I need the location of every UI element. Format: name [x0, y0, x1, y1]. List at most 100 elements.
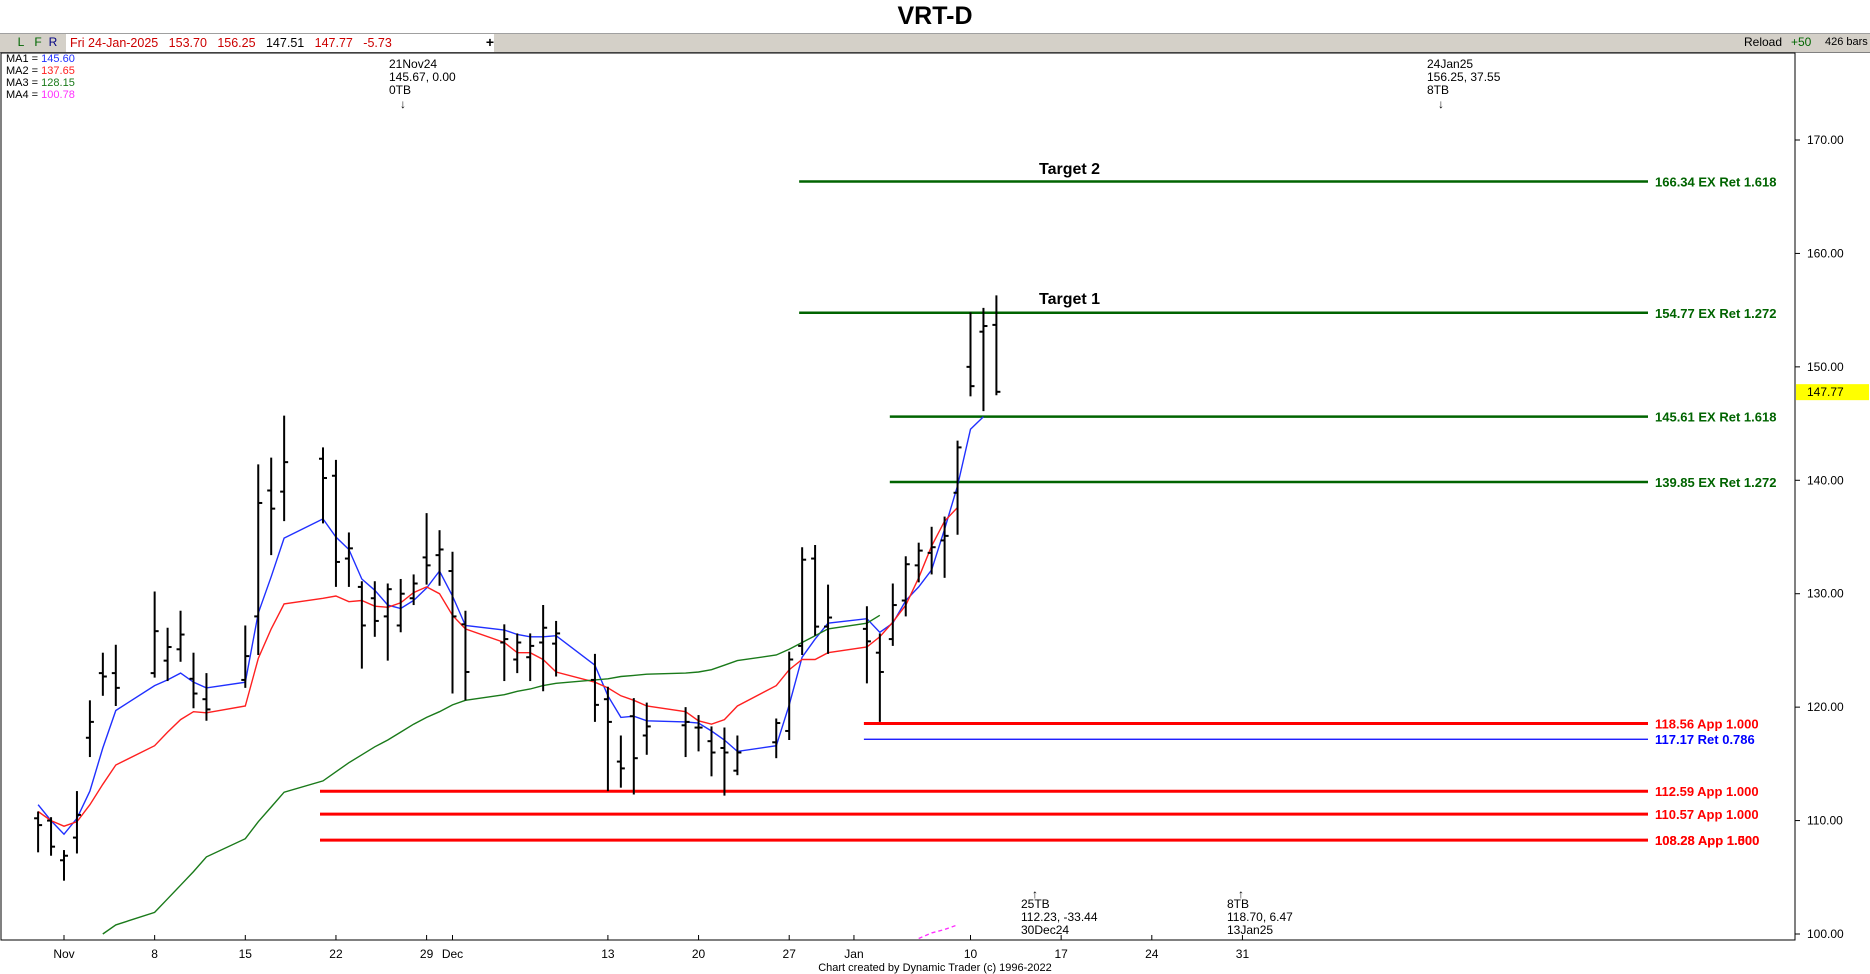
l-button[interactable]: L — [17, 35, 25, 49]
x-tick-label: 20 — [692, 947, 706, 961]
ohlc-bar — [98, 652, 107, 696]
level-label: 108.28 App 1.500 — [1655, 833, 1759, 848]
x-tick-label: Nov — [53, 947, 74, 961]
ohlc-bar — [461, 610, 470, 701]
ohlc-bar — [370, 581, 379, 637]
ohlc-bar — [280, 415, 289, 522]
ohlc-bar — [875, 633, 884, 722]
x-tick-label: 17 — [1054, 947, 1068, 961]
ma1-label: MA1 = — [6, 53, 39, 65]
ohlc-bar — [979, 307, 988, 412]
quote-close: 147.77 — [314, 36, 353, 50]
x-tick-label: 22 — [329, 947, 343, 961]
last-price-marker — [1796, 384, 1869, 401]
ohlc-bar — [34, 811, 43, 853]
y-tick-label: 170.00 — [1807, 133, 1844, 147]
ma-line-ma1 — [37, 416, 984, 836]
ohlc-bar — [811, 544, 820, 636]
ohlc-bar — [681, 707, 690, 758]
ohlc-bar — [150, 591, 159, 678]
ohlc-bar — [914, 542, 923, 583]
target2-label: Target 2 — [1039, 161, 1100, 178]
quote-date: Fri 24-Jan-2025 — [70, 36, 159, 50]
x-tick-label: 10 — [964, 947, 978, 961]
ma2-label: MA2 = — [6, 65, 39, 77]
level-label: 139.85 EX Ret 1.272 — [1655, 475, 1776, 490]
plus50-button[interactable]: +50 — [1791, 35, 1812, 49]
ohlc-bar — [642, 702, 651, 755]
ohlc-bar — [590, 653, 599, 722]
ma-line-ma4 — [918, 924, 958, 940]
quote-box: Fri 24-Jan-2025 153.70 156.25 147.51 147… — [66, 34, 494, 52]
ohlc-bar — [383, 583, 392, 661]
pivot-30dec24-line: 25TB — [1021, 897, 1050, 911]
pivot-24jan25-line: 156.25, 37.55 — [1427, 70, 1501, 84]
ohlc-bar — [60, 850, 68, 881]
x-tick-label: 8 — [151, 947, 158, 961]
quote-open: 153.70 — [168, 36, 207, 50]
ohlc-bar — [552, 620, 561, 677]
y-tick-label: 130.00 — [1807, 587, 1844, 601]
target1-label: Target 1 — [1039, 291, 1100, 308]
last-price-label: 147.77 — [1807, 385, 1844, 399]
pivot-30dec24-line: 112.23, -33.44 — [1021, 910, 1098, 924]
pivot-21nov24-line: 145.67, 0.00 — [389, 70, 456, 84]
ohlc-bar — [539, 605, 548, 692]
ohlc-bar — [202, 673, 211, 721]
ohlc-bar — [616, 735, 625, 788]
ma4-legend: MA4 = 100.78 — [6, 89, 75, 101]
pivot-30dec24-line: 30Dec24 — [1021, 923, 1069, 937]
level-label: 145.61 EX Ret 1.618 — [1655, 410, 1776, 425]
pivot-24jan25-line: 8TB — [1427, 83, 1449, 97]
bars-count: 426 bars — [1825, 36, 1868, 48]
ohlc-bar — [111, 644, 120, 707]
ohlc-bar — [513, 633, 522, 674]
y-tick-label: 150.00 — [1807, 360, 1844, 374]
ohlc-bar — [85, 700, 94, 758]
ohlc-bar — [966, 312, 975, 397]
x-tick-label: Dec — [442, 947, 463, 961]
ohlc-bar — [798, 547, 807, 655]
ohlc-bar — [448, 551, 457, 694]
pivot-24jan25-arrow: ↓ — [1438, 97, 1444, 111]
ohlc-bar — [72, 791, 81, 854]
quote-high: 156.25 — [217, 36, 256, 50]
ohlc-bar — [409, 574, 418, 606]
x-tick-label: 15 — [239, 947, 253, 961]
level-label: 117.17 Ret 0.786 — [1655, 732, 1755, 747]
add-button[interactable]: + — [485, 34, 495, 50]
level-label: 110.57 App 1.000 — [1655, 807, 1759, 822]
ohlc-bar — [241, 625, 250, 688]
ohlc-bar — [824, 584, 833, 654]
ohlc-bar — [772, 718, 781, 759]
ohlc-bar — [940, 516, 949, 578]
ma4-label: MA4 = — [6, 89, 39, 101]
x-tick-label: 13 — [601, 947, 615, 961]
ohlc-bar — [629, 698, 638, 795]
ma2-legend: MA2 = 137.65 — [6, 65, 75, 77]
ohlc-bar — [785, 651, 794, 741]
ohlc-bar — [694, 715, 703, 752]
ohlc-bar — [176, 610, 185, 662]
level-label: 108.28 App 1.000 — [1655, 833, 1759, 848]
ohlc-bar — [500, 624, 509, 682]
reload-button[interactable]: Reload — [1744, 35, 1783, 49]
pivot-13jan25-arrow: ↑ — [1238, 887, 1244, 901]
ma-line-ma3 — [102, 614, 881, 935]
ohlc-bar — [901, 556, 910, 617]
y-tick-label: 110.00 — [1807, 814, 1843, 828]
ohlc-bar — [733, 735, 742, 776]
pivot-13jan25-line: 118.70, 6.47 — [1227, 910, 1293, 924]
x-tick-label: 24 — [1145, 947, 1159, 961]
x-tick-label: 29 — [420, 947, 434, 961]
ohlc-bar — [396, 578, 405, 633]
f-button[interactable]: F — [34, 35, 42, 49]
ma3-value: 128.15 — [41, 77, 75, 89]
pivot-24jan25-line: 24Jan25 — [1427, 57, 1473, 71]
ohlc-bar — [953, 440, 962, 535]
r-button[interactable]: R — [48, 35, 58, 49]
footer-credit: Chart created by Dynamic Trader (c) 1996… — [818, 962, 1052, 974]
quote-low: 147.51 — [265, 36, 305, 50]
ma2-value: 137.65 — [41, 65, 75, 77]
